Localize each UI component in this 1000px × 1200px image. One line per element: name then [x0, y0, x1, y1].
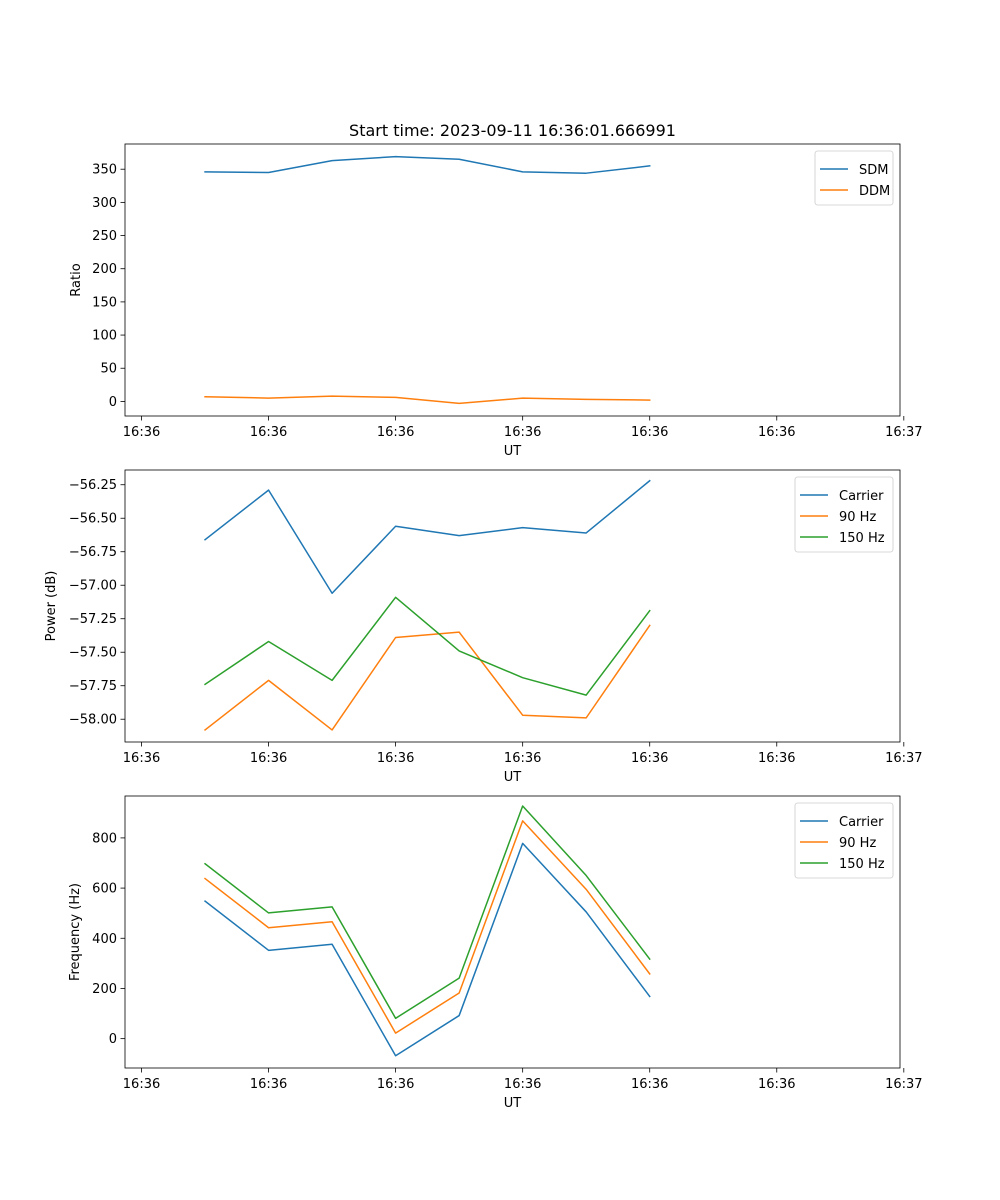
frequency-legend-label: 150 Hz: [839, 857, 885, 872]
frequency-panel: 16:36 16:36 16:36 16:36 16:36 16:36 16:37 0 200 4…: [68, 795, 923, 1111]
frequency-x-axis-label: UT: [504, 1096, 522, 1111]
power-y-tick-label: −57.50: [69, 646, 117, 661]
power-x-tick-label: 16:36: [377, 751, 414, 766]
ratio-panel: 16:36 16:36 16:36 16:36 16:36 16:36 16:37 0 50 10…: [69, 143, 923, 459]
ratio-axes-frame: [124, 143, 901, 417]
ratio-x-tick-label: 16:36: [250, 425, 287, 440]
ratio-series-sdm: [204, 155, 651, 174]
ratio-y-tick-label: 200: [92, 262, 117, 277]
frequency-legend-label: Carrier: [839, 815, 884, 830]
ratio-y-tick-label: 50: [100, 362, 117, 377]
frequency-y-axis-label: Frequency (Hz): [68, 883, 83, 981]
ratio-x-tick-label: 16:36: [631, 425, 668, 440]
ratio-legend-label: DDM: [859, 184, 890, 199]
ratio-x-tick-label: 16:36: [504, 425, 541, 440]
ratio-y-tick-label: 100: [92, 329, 117, 344]
frequency-y-tick-label: 800: [92, 831, 117, 846]
frequency-x-tick-label: 16:36: [250, 1077, 287, 1092]
power-panel: 16:36 16:36 16:36 16:36 16:36 16:36 16:37 −58.0…: [44, 469, 923, 785]
power-y-tick-label: −56.25: [69, 478, 117, 493]
ratio-y-axis-label: Ratio: [69, 263, 84, 296]
frequency-y-tick-label: 400: [92, 932, 117, 947]
power-series-150-hz: [203, 596, 651, 696]
frequency-x-tick-label: 16:36: [504, 1077, 541, 1092]
frequency-series-carrier: [203, 842, 651, 1057]
frequency-x-tick-label: 16:36: [631, 1077, 668, 1092]
ratio-series-ddm: [204, 395, 651, 405]
power-axes-frame: [124, 469, 901, 743]
power-x-tick-label: 16:37: [885, 751, 922, 766]
power-x-tick-label: 16:36: [631, 751, 668, 766]
power-y-tick-label: −56.75: [69, 545, 117, 560]
power-x-tick-label: 16:36: [504, 751, 541, 766]
power-legend-label: 150 Hz: [839, 531, 885, 546]
frequency-series-150-hz: [203, 805, 651, 1020]
chart-title: Start time: 2023-09-11 16:36:01.666991: [349, 121, 676, 140]
power-series-carrier: [203, 479, 651, 595]
frequency-series-90-hz: [203, 820, 651, 1034]
power-y-axis-label: Power (dB): [44, 571, 59, 642]
power-y-tick-label: −56.50: [69, 512, 117, 527]
power-y-tick-label: −57.00: [69, 579, 117, 594]
frequency-x-tick-label: 16:36: [377, 1077, 414, 1092]
frequency-x-tick-label: 16:36: [123, 1077, 160, 1092]
power-series-90-hz: [203, 624, 651, 731]
ratio-y-tick-label: 350: [92, 163, 117, 178]
ratio-y-tick-label: 300: [92, 196, 117, 211]
power-y-tick-label: −57.25: [69, 612, 117, 627]
ratio-legend-label: SDM: [859, 163, 888, 178]
power-x-axis-label: UT: [504, 770, 522, 785]
power-x-tick-label: 16:36: [250, 751, 287, 766]
frequency-legend-label: 90 Hz: [839, 836, 876, 851]
ratio-x-axis-label: UT: [504, 444, 522, 459]
ratio-x-tick-label: 16:37: [885, 425, 922, 440]
frequency-axes-frame: [124, 795, 901, 1069]
ratio-y-tick-label: 150: [92, 295, 117, 310]
frequency-y-tick-label: 0: [109, 1032, 117, 1047]
frequency-x-tick-label: 16:36: [758, 1077, 795, 1092]
power-legend-label: 90 Hz: [839, 510, 876, 525]
ratio-x-tick-label: 16:36: [123, 425, 160, 440]
power-legend-label: Carrier: [839, 489, 884, 504]
ratio-legend-box: [814, 150, 894, 206]
ratio-x-tick-label: 16:36: [377, 425, 414, 440]
frequency-y-tick-label: 200: [92, 982, 117, 997]
power-y-tick-label: −58.00: [69, 713, 117, 728]
frequency-y-tick-label: 600: [92, 882, 117, 897]
power-x-tick-label: 16:36: [123, 751, 160, 766]
power-x-tick-label: 16:36: [758, 751, 795, 766]
ratio-x-tick-label: 16:36: [758, 425, 795, 440]
frequency-x-tick-label: 16:37: [885, 1077, 922, 1092]
power-y-tick-label: −57.75: [69, 679, 117, 694]
ratio-y-tick-label: 250: [92, 229, 117, 244]
ratio-y-tick-label: 0: [109, 395, 117, 410]
